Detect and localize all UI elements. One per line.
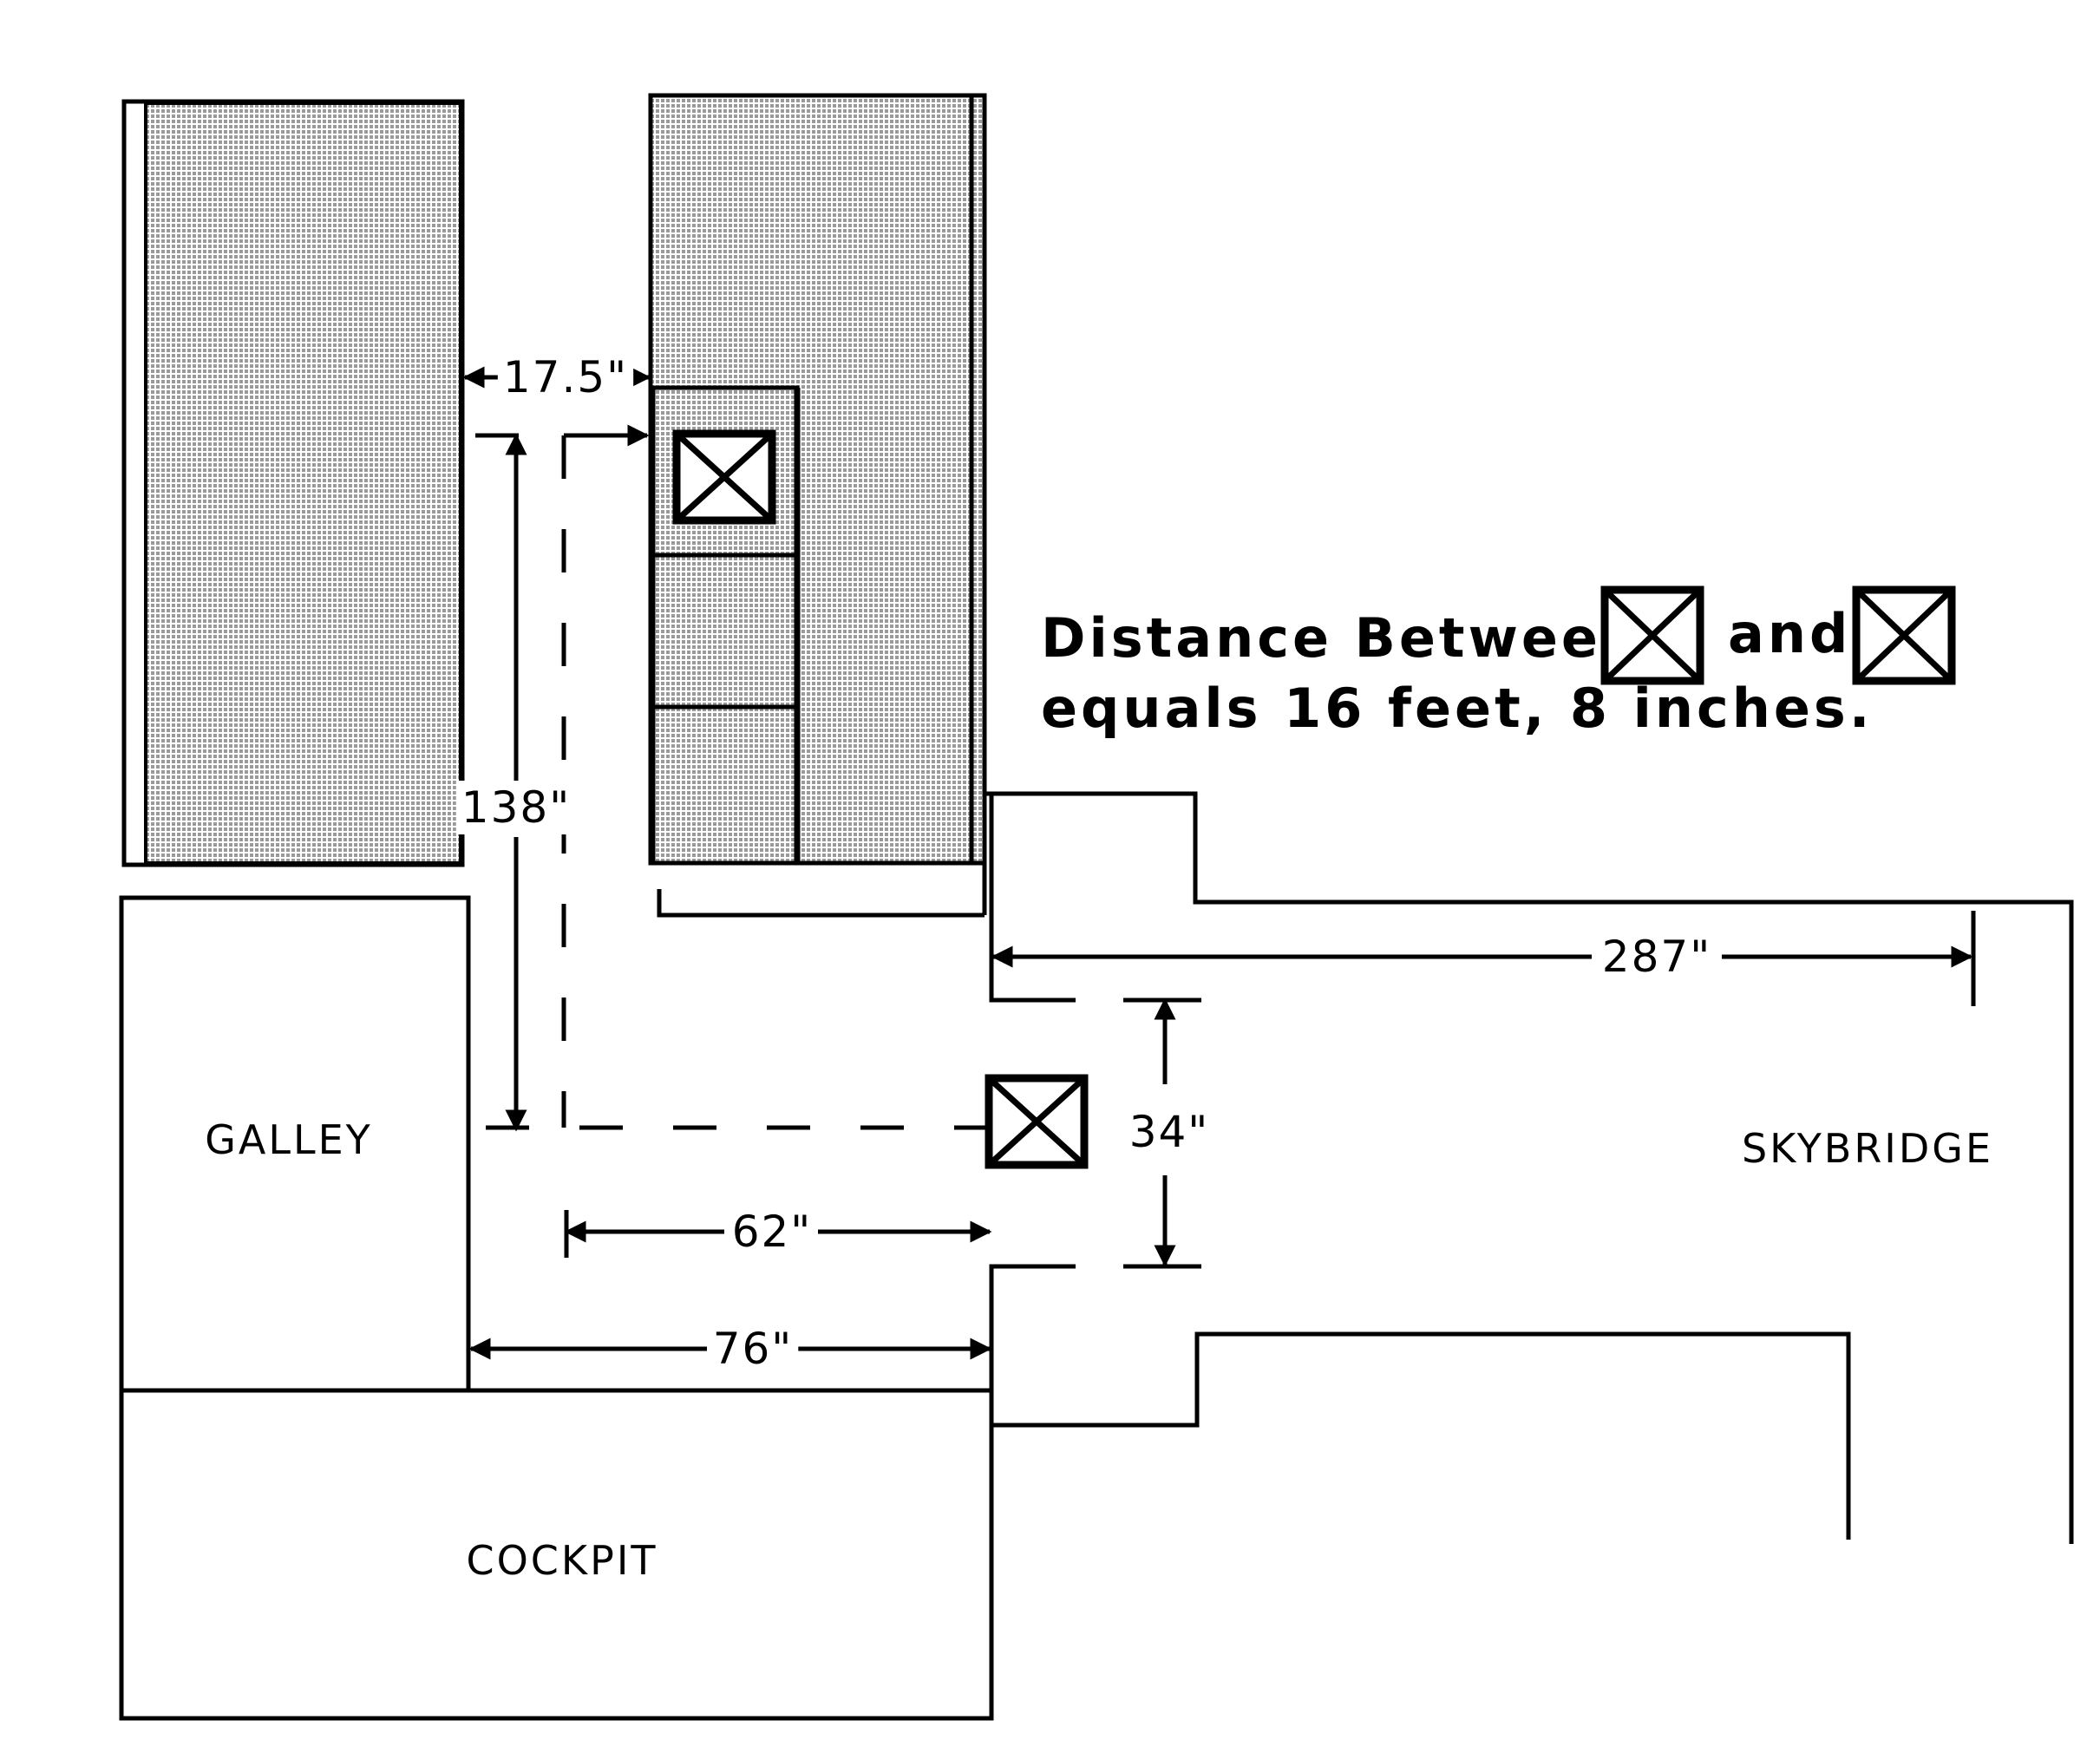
- label-background: [455, 781, 577, 834]
- legend-marker-icon-2: [1852, 585, 1956, 685]
- note-conjunction: and: [1728, 602, 1851, 665]
- dim-to-door: 62": [732, 1207, 813, 1257]
- skybridge-label: SKYBRIDGE: [1742, 1125, 1993, 1172]
- dim-skybridge-length: 287": [1602, 932, 1711, 982]
- seat-marker-icon: [672, 429, 776, 525]
- door-marker-icon: [985, 1074, 1089, 1169]
- walking-path: [475, 424, 989, 1130]
- label-background: [1123, 1105, 1215, 1159]
- label-background: [1596, 930, 1717, 984]
- label-background: [707, 1322, 799, 1376]
- right-seat-block: [648, 93, 987, 918]
- note-prefix: Distance Between: [1041, 606, 1643, 670]
- dim-gap-width: 17.5": [503, 352, 628, 402]
- dim-aisle-length: 138": [461, 782, 571, 833]
- note-line2: equals 16 feet, 8 inches.: [1041, 677, 1873, 740]
- galley-label: GALLEY: [205, 1116, 373, 1163]
- dim-galley-to-door: 76": [713, 1324, 794, 1374]
- skybridge-outline: [985, 791, 2074, 1544]
- legend-marker-icon-1: [1600, 585, 1704, 685]
- dim-door-width: 34": [1129, 1107, 1210, 1157]
- distance-note: Distance Between and equals 16 feet, 8 i…: [1041, 585, 1956, 740]
- left-seat-block: [121, 99, 465, 867]
- cockpit-room: [119, 1388, 994, 1721]
- dimension-lines: [462, 366, 1976, 1360]
- label-background: [726, 1205, 818, 1259]
- cockpit-label: COCKPIT: [466, 1537, 657, 1584]
- label-background: [497, 350, 634, 404]
